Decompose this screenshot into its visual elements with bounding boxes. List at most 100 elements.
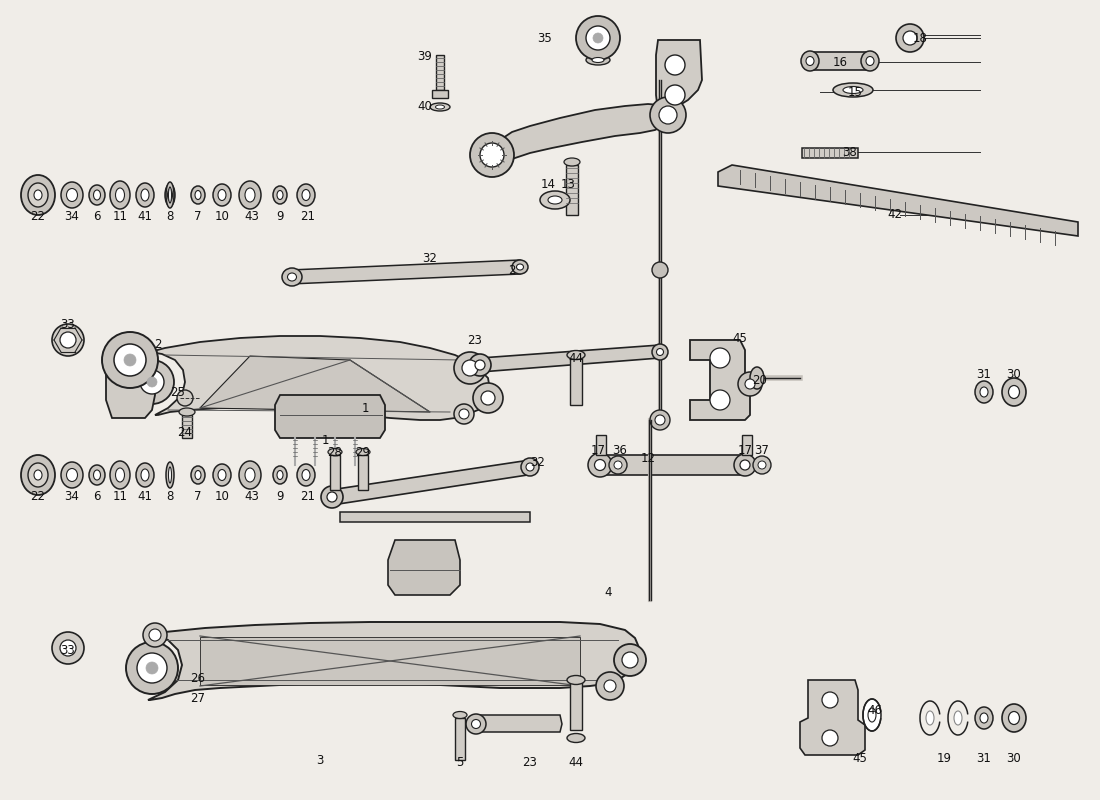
Text: 7: 7 [195,210,201,223]
Polygon shape [432,90,448,98]
Ellipse shape [195,470,201,479]
Ellipse shape [277,470,283,479]
Polygon shape [290,260,520,284]
Text: 18: 18 [913,31,927,45]
Text: 22: 22 [31,210,45,223]
Polygon shape [330,460,534,505]
Ellipse shape [34,190,42,200]
Ellipse shape [321,486,343,508]
Circle shape [454,352,486,384]
Ellipse shape [609,456,627,474]
Text: 3: 3 [317,754,323,766]
Ellipse shape [116,468,124,482]
Text: 11: 11 [112,210,128,223]
Circle shape [470,133,514,177]
Text: 25: 25 [170,386,186,399]
Ellipse shape [801,51,820,71]
Ellipse shape [89,185,104,205]
Polygon shape [388,540,460,595]
Ellipse shape [110,461,130,489]
Ellipse shape [179,408,195,416]
Text: 21: 21 [300,210,316,223]
Polygon shape [810,52,870,70]
Ellipse shape [297,464,315,486]
Text: 15: 15 [848,86,862,98]
Ellipse shape [592,58,604,62]
Circle shape [126,642,178,694]
Circle shape [604,680,616,692]
Ellipse shape [29,184,47,206]
Circle shape [650,97,686,133]
Text: 31: 31 [977,751,991,765]
Ellipse shape [975,381,993,403]
Ellipse shape [833,83,873,97]
Polygon shape [800,680,865,755]
Text: 31: 31 [977,369,991,382]
Circle shape [738,372,762,396]
Ellipse shape [218,190,226,201]
Ellipse shape [466,714,486,734]
Text: 38: 38 [843,146,857,158]
Circle shape [462,360,478,376]
Circle shape [114,344,146,376]
Circle shape [822,692,838,708]
Text: 1: 1 [361,402,368,414]
Polygon shape [275,395,385,438]
Polygon shape [182,415,192,438]
Circle shape [576,16,620,60]
Ellipse shape [116,188,124,202]
Text: 6: 6 [94,490,101,503]
Circle shape [710,348,730,368]
Ellipse shape [472,719,481,729]
Text: 28: 28 [328,446,342,458]
Ellipse shape [517,264,524,270]
Circle shape [652,262,668,278]
Text: 32: 32 [422,251,438,265]
Circle shape [666,85,685,105]
Circle shape [659,106,676,124]
Ellipse shape [136,463,154,487]
Polygon shape [358,455,368,490]
Ellipse shape [328,449,342,455]
Ellipse shape [954,711,962,725]
Circle shape [52,632,84,664]
Circle shape [124,354,136,366]
Text: 22: 22 [31,490,45,503]
Text: 34: 34 [65,490,79,503]
Ellipse shape [89,465,104,485]
Text: 30: 30 [1006,751,1022,765]
Circle shape [52,324,84,356]
Circle shape [454,404,474,424]
Text: 45: 45 [852,751,868,765]
Ellipse shape [213,464,231,486]
Ellipse shape [287,273,297,281]
Ellipse shape [29,464,47,486]
Ellipse shape [166,462,174,488]
Text: 33: 33 [60,318,76,331]
Ellipse shape [926,711,934,725]
Ellipse shape [564,158,580,166]
Ellipse shape [866,57,874,66]
Ellipse shape [750,367,764,389]
Polygon shape [200,356,430,412]
Ellipse shape [1002,704,1026,732]
Text: 42: 42 [888,209,902,222]
Ellipse shape [60,462,82,488]
Polygon shape [656,40,702,112]
Ellipse shape [136,183,154,207]
Text: 41: 41 [138,490,153,503]
Circle shape [459,409,469,419]
Circle shape [710,390,730,410]
Ellipse shape [239,181,261,209]
Polygon shape [340,512,530,522]
Ellipse shape [734,454,756,476]
Polygon shape [330,455,340,490]
Ellipse shape [868,708,876,722]
Ellipse shape [168,187,172,203]
Circle shape [126,354,134,362]
Ellipse shape [980,387,988,397]
Ellipse shape [302,190,310,201]
Ellipse shape [21,455,55,495]
Ellipse shape [22,456,54,494]
Ellipse shape [66,469,77,482]
